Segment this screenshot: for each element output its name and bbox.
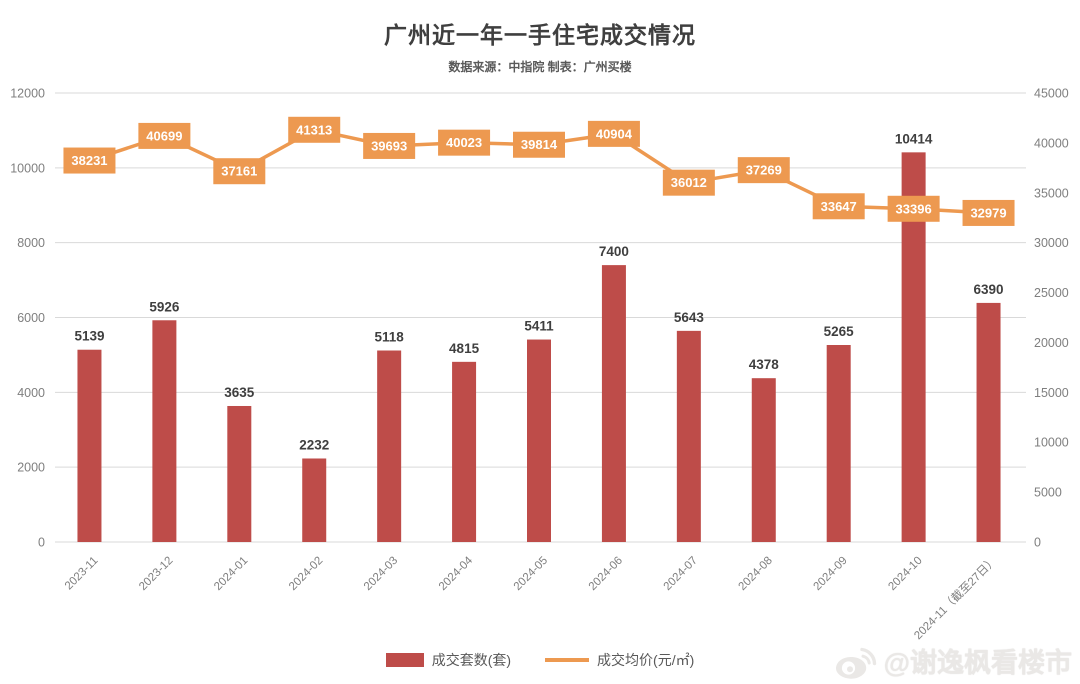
line-series-swatch [545, 658, 590, 662]
price-point-label-box [363, 132, 416, 159]
price-point-label-box [213, 158, 266, 185]
bar-series-swatch [385, 653, 424, 667]
x-axis-label: 2024-06 [587, 555, 625, 593]
bar-value-label: 2232 [299, 437, 329, 452]
bar-value-label: 6390 [974, 282, 1004, 297]
price-point-label: 40699 [146, 128, 182, 143]
x-axis-label: 2024-04 [437, 554, 476, 593]
chart-subtitle: 数据来源：中指院 制表：广州买楼 [448, 60, 632, 74]
x-axis-label: 2024-01 [212, 555, 250, 593]
price-point-label-box [737, 157, 790, 184]
price-point-label: 41313 [296, 122, 332, 137]
bar [601, 265, 626, 542]
bar-value-label: 10414 [895, 131, 933, 146]
right-axis-tick-label: 20000 [1034, 336, 1069, 350]
right-axis-tick-label: 10000 [1034, 436, 1069, 450]
right-axis-tick-label: 25000 [1034, 286, 1069, 300]
x-axis-label: 2024-02 [287, 555, 325, 593]
price-point-label: 40023 [446, 135, 482, 150]
legend-item-bar-series: 成交套数(套) [385, 650, 512, 670]
left-axis-tick-label: 6000 [17, 311, 45, 325]
bar [227, 405, 252, 542]
price-point-label: 40904 [596, 126, 633, 141]
x-axis-label: 2024-10 [886, 555, 924, 593]
price-point-label: 37269 [746, 163, 782, 178]
price-point-label: 33396 [896, 201, 932, 216]
bar [377, 350, 402, 542]
price-point-label-box [138, 122, 191, 149]
x-axis-label: 2023-12 [137, 555, 175, 593]
bar-value-label: 5643 [674, 310, 705, 325]
price-point-label: 33647 [821, 199, 857, 214]
bar [826, 345, 851, 542]
x-axis-label: 2024-05 [512, 555, 550, 593]
x-axis-label: 2023-11 [63, 555, 101, 593]
x-axis-label: 2024-11（截至27日） [911, 553, 1000, 642]
bar [452, 361, 477, 542]
right-axis-tick-label: 0 [1034, 536, 1041, 550]
chart-legend: 成交套数(套) 成交均价(元/㎡) [0, 650, 1080, 670]
bar-value-label: 7400 [599, 244, 629, 259]
right-axis-tick-label: 40000 [1034, 136, 1069, 150]
price-point-label-box [513, 131, 565, 158]
bar-value-label: 4378 [749, 357, 780, 372]
right-axis-tick-label: 5000 [1034, 486, 1062, 500]
right-axis-tick-label: 30000 [1034, 236, 1069, 250]
left-axis-tick-label: 2000 [17, 461, 45, 475]
left-axis-tick-label: 12000 [10, 87, 45, 101]
chart-title: 广州近一年一手住宅成交情况 [384, 22, 696, 48]
price-point-label-box [962, 199, 1015, 226]
x-axis-label: 2024-03 [362, 555, 400, 593]
bar [751, 378, 776, 542]
right-axis-tick-label: 45000 [1034, 87, 1069, 101]
bar [527, 339, 551, 542]
price-point-label: 37161 [221, 164, 257, 179]
bar-value-label: 5139 [74, 329, 104, 344]
bar-value-label: 4815 [449, 341, 480, 356]
left-axis-tick-label: 8000 [17, 236, 45, 250]
legend-label-bar-series: 成交套数(套) [431, 652, 512, 668]
price-point-label: 38231 [71, 153, 107, 168]
price-point-label-box [662, 169, 715, 196]
bar-value-label: 3635 [224, 385, 255, 400]
bar-value-label: 5118 [375, 330, 405, 345]
legend-item-line-series: 成交均价(元/㎡) [545, 650, 694, 670]
bar-value-label: 5926 [149, 299, 180, 314]
weibo-icon [835, 647, 876, 679]
watermark: @谢逸枫看楼市 [834, 641, 1072, 680]
bar-value-label: 5411 [524, 319, 554, 334]
price-point-label: 32979 [970, 205, 1006, 220]
left-axis-tick-label: 4000 [17, 386, 45, 400]
price-point-label: 36012 [671, 175, 707, 190]
price-point-label: 39814 [521, 137, 558, 152]
left-axis-tick-label: 0 [38, 536, 45, 550]
price-point-label-box [438, 129, 491, 156]
bar [77, 349, 102, 542]
price-point-label: 39693 [371, 138, 407, 153]
bar [152, 320, 177, 542]
price-point-label-box [587, 120, 640, 147]
price-point-label-box [63, 147, 116, 174]
left-axis-tick-label: 10000 [10, 161, 45, 175]
right-axis-tick-label: 35000 [1034, 186, 1069, 200]
bar [302, 458, 327, 542]
watermark-text: @谢逸枫看楼市 [883, 648, 1072, 678]
bar [976, 302, 1001, 542]
price-point-label-box [812, 193, 865, 220]
price-point-label-box [288, 116, 341, 143]
x-axis-label: 2024-09 [811, 555, 849, 593]
bar [676, 330, 701, 542]
right-axis-tick-label: 15000 [1034, 386, 1069, 400]
price-point-label-box [887, 195, 940, 222]
legend-label-line-series: 成交均价(元/㎡) [597, 652, 695, 668]
x-axis-label: 2024-07 [662, 555, 700, 593]
x-axis-label: 2024-08 [737, 555, 775, 593]
bar-value-label: 5265 [824, 324, 855, 339]
